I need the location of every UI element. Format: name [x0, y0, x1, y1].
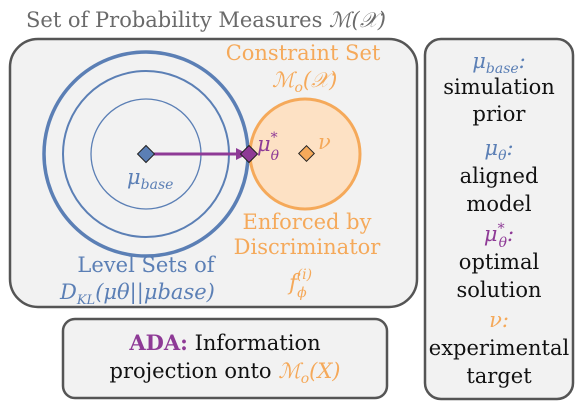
mu-base-point: [136, 144, 156, 164]
ada-line1: ADA: Information: [128, 330, 320, 355]
legend-mu-star-line2: solution: [457, 278, 542, 302]
legend-mu-base-line2: prior: [473, 102, 527, 126]
legend-mu-theta-symbol: μθ:: [484, 136, 513, 164]
legend-mu-theta-line1: aligned: [460, 164, 539, 188]
mu-base-label: μbase: [127, 165, 173, 193]
enforced-label-line2: Discriminator: [234, 235, 382, 259]
discriminator-symbol: fϕ(i): [287, 267, 312, 301]
level-sets-label-line2: DKL(μθ||μbase): [59, 280, 215, 308]
ada-line2: projection onto ℳo(X): [110, 359, 341, 387]
legend-nu-symbol: ν:: [489, 308, 509, 332]
nu-label: ν: [318, 130, 331, 154]
enforced-label-line1: Enforced by: [243, 210, 372, 234]
legend-mu-star-line1: optimal: [459, 250, 540, 274]
legend-mu-star-symbol: μ* θ:: [484, 221, 514, 251]
legend-mu-base-line1: simulation: [443, 75, 555, 99]
diagram-title: Set of Probability Measures ℳ(𝒳): [26, 8, 386, 32]
level-sets-label-line1: Level Sets of: [77, 253, 216, 277]
mu-star-label: μ* θ: [257, 130, 280, 164]
nu-point: [298, 145, 315, 162]
constraint-set-symbol: ℳo(𝒳): [272, 68, 337, 96]
ada-box: [61, 317, 389, 400]
mu-star-point: [239, 144, 259, 164]
legend-nu-line2: target: [466, 364, 532, 388]
legend-nu-line1: experimental: [429, 336, 570, 360]
legend-mu-base-symbol: μbase:: [472, 49, 526, 77]
legend-mu-theta-line2: model: [466, 192, 531, 216]
legend-box: [423, 37, 575, 401]
constraint-set-label: Constraint Set: [226, 41, 381, 65]
